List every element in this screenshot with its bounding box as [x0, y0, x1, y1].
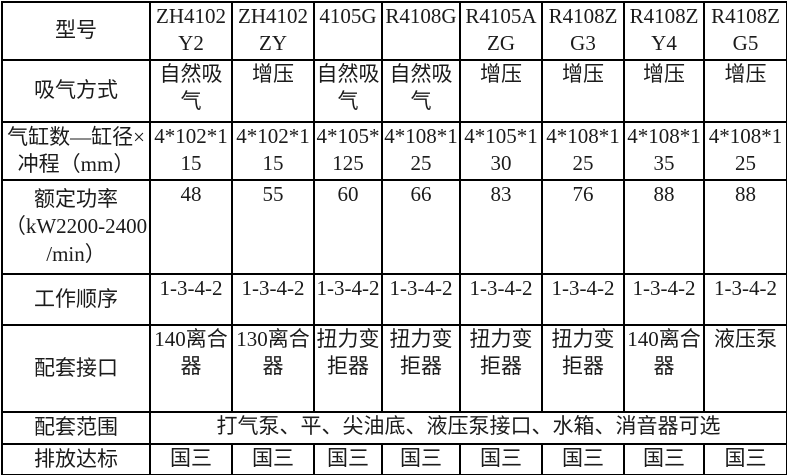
model-value-cell: ZH4102ZY [231, 1, 315, 61]
interface-value-cell: 140离合器 [149, 324, 233, 413]
intake-value-cell: 自然吸气 [381, 59, 461, 123]
row-label-interface: 配套接口 [1, 324, 151, 413]
row-cylinder: 气缸数—缸径×冲程（mm） 4*102*115 4*102*115 4*105*… [1, 121, 787, 181]
cylinder-value-cell: 4*108*125 [541, 121, 625, 181]
row-label-intake: 吸气方式 [1, 59, 151, 123]
order-value-cell: 1-3-4-2 [623, 273, 705, 326]
cylinder-value-cell: 4*108*125 [703, 121, 787, 181]
cylinder-value-cell: 4*108*135 [623, 121, 705, 181]
intake-value-cell: 自然吸气 [313, 59, 383, 123]
cylinder-value-cell: 4*108*125 [381, 121, 461, 181]
power-value-cell: 55 [231, 179, 315, 275]
row-label-cylinder: 气缸数—缸径×冲程（mm） [1, 121, 151, 181]
intake-value-cell: 增压 [623, 59, 705, 123]
cylinder-value-cell: 4*102*115 [231, 121, 315, 181]
intake-value-cell: 自然吸气 [149, 59, 233, 123]
row-firing-order: 工作顺序 1-3-4-2 1-3-4-2 1-3-4-2 1-3-4-2 1-3… [1, 273, 787, 326]
row-emission: 排放达标 国三 国三 国三 国三 国三 国三 国三 国三 [1, 443, 787, 475]
intake-value-cell: 增压 [703, 59, 787, 123]
power-value-cell: 48 [149, 179, 233, 275]
interface-value-cell: 液压泵 [703, 324, 787, 413]
interface-value-cell: 扭力变拒器 [313, 324, 383, 413]
emission-value-cell: 国三 [149, 443, 233, 475]
power-value-cell: 88 [703, 179, 787, 275]
model-value-cell: ZH4102Y2 [149, 1, 233, 61]
model-value-cell: 4105G [313, 1, 383, 61]
interface-value-cell: 扭力变拒器 [459, 324, 543, 413]
power-value-cell: 83 [459, 179, 543, 275]
model-value-cell: R4108G [381, 1, 461, 61]
order-value-cell: 1-3-4-2 [381, 273, 461, 326]
interface-value-cell: 扭力变拒器 [541, 324, 625, 413]
emission-value-cell: 国三 [703, 443, 787, 475]
emission-value-cell: 国三 [313, 443, 383, 475]
order-value-cell: 1-3-4-2 [541, 273, 625, 326]
order-value-cell: 1-3-4-2 [231, 273, 315, 326]
cylinder-value-cell: 4*105*125 [313, 121, 383, 181]
model-value-cell: R4105AZG [459, 1, 543, 61]
row-range: 配套范围 打气泵、平、尖油底、液压泵接口、水箱、消音器可选 [1, 411, 787, 445]
power-value-cell: 76 [541, 179, 625, 275]
row-interface: 配套接口 140离合器 130离合器 扭力变拒器 扭力变拒器 扭力变拒器 扭力变… [1, 324, 787, 413]
power-value-cell: 66 [381, 179, 461, 275]
interface-value-cell: 130离合器 [231, 324, 315, 413]
row-power: 额定功率 （kW2200-2400 /min） 48 55 60 66 83 7… [1, 179, 787, 275]
interface-value-cell: 140离合器 [623, 324, 705, 413]
cylinder-value-cell: 4*102*115 [149, 121, 233, 181]
intake-value-cell: 增压 [231, 59, 315, 123]
row-label-model: 型号 [1, 1, 151, 61]
order-value-cell: 1-3-4-2 [313, 273, 383, 326]
intake-value-cell: 增压 [541, 59, 625, 123]
emission-value-cell: 国三 [541, 443, 625, 475]
emission-value-cell: 国三 [459, 443, 543, 475]
order-value-cell: 1-3-4-2 [149, 273, 233, 326]
intake-value-cell: 增压 [459, 59, 543, 123]
interface-value-cell: 扭力变拒器 [381, 324, 461, 413]
row-label-power: 额定功率 （kW2200-2400 /min） [1, 179, 151, 275]
model-value-cell: R4108ZG5 [703, 1, 787, 61]
emission-value-cell: 国三 [381, 443, 461, 475]
row-intake: 吸气方式 自然吸气 增压 自然吸气 自然吸气 增压 增压 增压 增压 [1, 59, 787, 123]
row-label-firing-order: 工作顺序 [1, 273, 151, 326]
row-model: 型号 ZH4102Y2 ZH4102ZY 4105G R4108G R4105A… [1, 1, 787, 61]
power-value-cell: 60 [313, 179, 383, 275]
power-value-cell: 88 [623, 179, 705, 275]
order-value-cell: 1-3-4-2 [459, 273, 543, 326]
emission-value-cell: 国三 [231, 443, 315, 475]
cylinder-value-cell: 4*105*130 [459, 121, 543, 181]
model-value-cell: R4108ZG3 [541, 1, 625, 61]
row-label-emission: 排放达标 [1, 443, 151, 475]
order-value-cell: 1-3-4-2 [703, 273, 787, 326]
model-value-cell: R4108ZY4 [623, 1, 705, 61]
emission-value-cell: 国三 [623, 443, 705, 475]
range-merged-cell: 打气泵、平、尖油底、液压泵接口、水箱、消音器可选 [149, 411, 787, 445]
row-label-range: 配套范围 [1, 411, 151, 445]
